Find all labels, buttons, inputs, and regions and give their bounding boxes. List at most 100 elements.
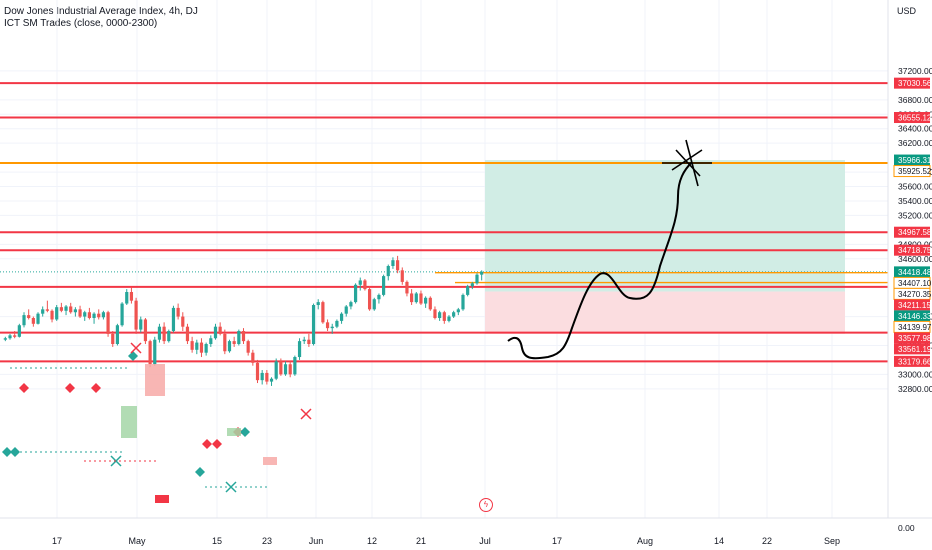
- diamond-marker: [19, 383, 29, 393]
- candle-body: [386, 265, 390, 277]
- candle-body: [97, 313, 101, 318]
- candle-body: [50, 310, 54, 320]
- price-tag: [894, 154, 930, 166]
- candle-body: [316, 302, 320, 306]
- price-tick-label: 35200.00: [898, 210, 932, 220]
- time-tick-label: Aug: [637, 536, 653, 546]
- candle-body: [27, 315, 31, 319]
- candle-body: [176, 307, 180, 317]
- time-tick-label: 23: [262, 536, 272, 546]
- time-tick-label: 15: [212, 536, 222, 546]
- price-tag: [894, 244, 930, 256]
- candle-body: [143, 319, 148, 342]
- time-tick-label: 22: [762, 536, 772, 546]
- candle-body: [120, 303, 124, 326]
- price-tag: [894, 226, 930, 238]
- price-tag-label: 34211.15: [898, 301, 931, 310]
- price-tag-label: 37030.56: [898, 79, 932, 88]
- candle-body: [106, 312, 110, 334]
- time-tick-label: 17: [552, 536, 562, 546]
- candle-body: [279, 361, 283, 375]
- candle-body: [433, 309, 437, 319]
- candle-body: [344, 306, 348, 314]
- price-tick-label: 36200.00: [898, 138, 932, 148]
- price-tick-label: 33000.00: [898, 369, 932, 379]
- candle-body: [83, 312, 87, 317]
- candle-body: [377, 294, 381, 300]
- price-axis: 37200.0036800.0036600.0036400.0036200.00…: [887, 0, 932, 533]
- candle-body: [358, 280, 362, 285]
- candle-body: [447, 316, 451, 321]
- supply-block: [145, 364, 165, 396]
- candle-body: [470, 283, 474, 287]
- time-tick-label: 17: [52, 536, 62, 546]
- candle-body: [241, 331, 246, 342]
- candle-body: [111, 333, 115, 345]
- candle-body: [167, 331, 171, 342]
- candle-body: [265, 372, 269, 382]
- price-tick-label: 34800.00: [898, 239, 932, 249]
- candle-body: [297, 341, 302, 358]
- candle-body: [255, 362, 260, 381]
- price-tag-label: 34407.10: [898, 279, 932, 288]
- price-tick-label: 35400.00: [898, 196, 932, 206]
- horizontal-levels: [0, 82, 888, 363]
- candle-body: [45, 309, 49, 311]
- candle-body: [307, 339, 311, 345]
- price-tag-label: 34967.58: [898, 228, 932, 237]
- price-tag-label: 35966.31: [898, 156, 932, 165]
- candle-body: [424, 297, 428, 304]
- price-tick-label: 0.00: [898, 523, 915, 533]
- price-tick-label: 37200.00: [898, 66, 932, 76]
- lightning-icon[interactable]: ϟ: [479, 498, 493, 512]
- price-tag-label: 34718.75: [898, 246, 932, 255]
- price-tag: [894, 343, 930, 355]
- candle-body: [405, 281, 409, 294]
- diamond-marker: [202, 439, 212, 449]
- candle-body: [64, 306, 68, 311]
- candle-body: [13, 335, 17, 337]
- candle-body: [456, 309, 460, 313]
- candle-body: [162, 326, 166, 342]
- candle-body: [129, 292, 134, 301]
- candle-body: [31, 318, 35, 324]
- candle-body: [87, 312, 91, 319]
- candle-body: [190, 341, 194, 350]
- candle-body: [3, 338, 7, 340]
- target-star-icon: [662, 139, 712, 187]
- candle-body: [311, 305, 316, 345]
- candle-body: [204, 344, 208, 353]
- candle-body: [195, 342, 199, 350]
- target-zone: [485, 160, 845, 292]
- diamond-marker: [128, 351, 138, 361]
- candle-body: [73, 309, 77, 313]
- candle-body: [213, 326, 218, 339]
- price-tag: [894, 112, 930, 124]
- price-tag-label: 33561.19: [898, 345, 932, 354]
- demand-block: [121, 406, 137, 438]
- projection-drawing[interactable]: [507, 161, 693, 360]
- candle-body: [181, 316, 185, 327]
- indicator-label[interactable]: ICT SM Trades (close, 0000-2300): [4, 18, 158, 29]
- price-tag-label: 34418.48: [898, 268, 932, 277]
- candle-body: [185, 326, 190, 342]
- candle-body: [227, 341, 232, 352]
- diamond-marker: [65, 383, 75, 393]
- candle-body: [17, 325, 21, 337]
- candle-body: [438, 312, 442, 319]
- candle-body: [269, 378, 274, 382]
- candle-body: [134, 300, 138, 330]
- candle-body: [171, 307, 176, 332]
- sell-signal-block: [155, 495, 169, 503]
- candle-body: [92, 313, 96, 319]
- cross-marker: [300, 408, 312, 420]
- candle-body: [372, 299, 376, 310]
- time-tick-label: Jun: [309, 536, 324, 546]
- price-tick-label: 34600.00: [898, 254, 932, 264]
- candle-body: [325, 322, 330, 329]
- candle-body: [22, 315, 26, 326]
- candle-body: [452, 312, 456, 317]
- candle-body: [442, 312, 446, 321]
- candle-body: [36, 313, 40, 324]
